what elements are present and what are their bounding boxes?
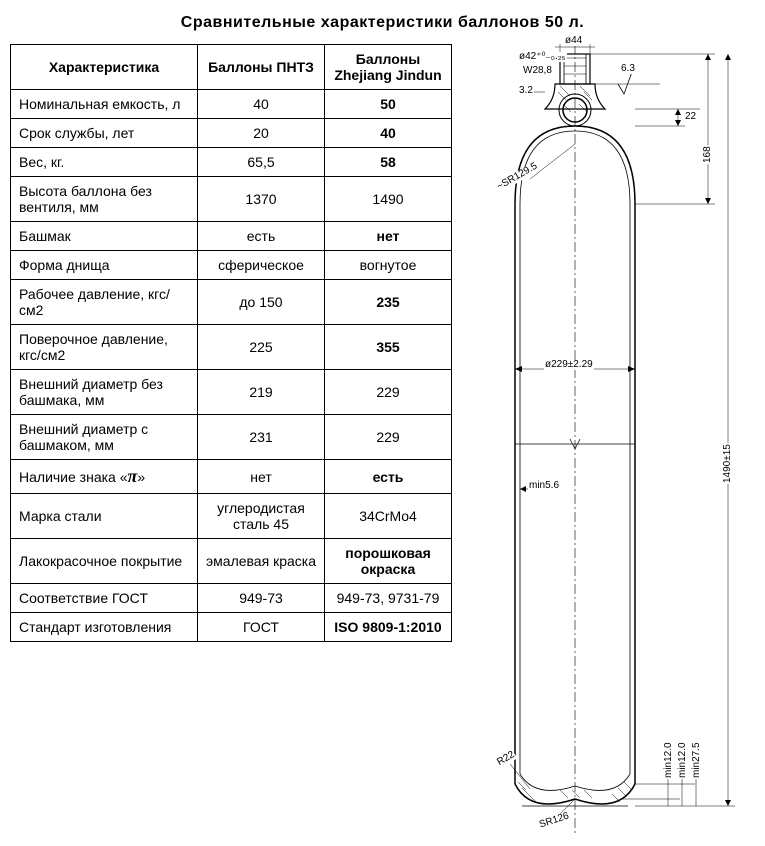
row-label: Внешний диаметр с башмаком, мм [11, 415, 198, 460]
dim-neck-outer: ø44 [564, 36, 583, 46]
dim-bmin1: min12.0 [664, 741, 674, 779]
row-label: Рабочее давление, кгс/см2 [11, 280, 198, 325]
row-label: Наличие знака «π» [11, 460, 198, 494]
row-value-pntz: 219 [198, 370, 325, 415]
row-value-jindun: порошковая окраска [325, 539, 452, 584]
spec-table: Характеристика Баллоны ПНТЗ Баллоны Zhej… [10, 44, 452, 642]
row-value-pntz: есть [198, 222, 325, 251]
row-value-pntz: 20 [198, 119, 325, 148]
table-row: Внешний диаметр с башмаком, мм231229 [11, 415, 452, 460]
row-value-pntz: 40 [198, 90, 325, 119]
table-row: Срок службы, лет2040 [11, 119, 452, 148]
row-value-jindun: 229 [325, 415, 452, 460]
row-value-pntz: эмалевая краска [198, 539, 325, 584]
table-row: Высота баллона без вентиля, мм13701490 [11, 177, 452, 222]
row-value-pntz: нет [198, 460, 325, 494]
row-label: Вес, кг. [11, 148, 198, 177]
dim-bmin3: min27.5 [692, 741, 702, 779]
row-value-pntz: до 150 [198, 280, 325, 325]
cylinder-diagram: ø44 ø42⁺⁰₋₀.₂₅ W28,8 3.2 6.3 22 168 ~SR1… [460, 44, 740, 834]
dim-bmin2: min12.0 [678, 741, 688, 779]
table-row: Наличие знака «π»нетесть [11, 460, 452, 494]
dim-surface: 6.3 [620, 64, 636, 74]
dim-wall-top: 3.2 [518, 86, 534, 96]
col-header-pntz: Баллоны ПНТЗ [198, 45, 325, 90]
row-value-jindun: 355 [325, 325, 452, 370]
row-value-pntz: сферическое [198, 251, 325, 280]
table-row: Марка сталиуглеродистая сталь 4534CrMo4 [11, 494, 452, 539]
row-value-jindun: 235 [325, 280, 452, 325]
row-value-pntz: 949-73 [198, 584, 325, 613]
row-value-pntz: углеродистая сталь 45 [198, 494, 325, 539]
col-header-characteristic: Характеристика [11, 45, 198, 90]
row-label: Соответствие ГОСТ [11, 584, 198, 613]
row-label: Поверочное давление, кгс/см2 [11, 325, 198, 370]
table-row: Поверочное давление, кгс/см2225355 [11, 325, 452, 370]
table-row: Стандарт изготовленияГОСТISO 9809-1:2010 [11, 613, 452, 642]
row-value-jindun: вогнутое [325, 251, 452, 280]
table-row: Рабочее давление, кгс/см2до 150235 [11, 280, 452, 325]
dim-168: 168 [703, 145, 713, 164]
row-value-jindun: 58 [325, 148, 452, 177]
row-value-pntz: 1370 [198, 177, 325, 222]
table-row: Форма днищасферическоевогнутое [11, 251, 452, 280]
row-value-jindun: 229 [325, 370, 452, 415]
dim-body-dia: ø229±2.29 [544, 360, 594, 370]
row-label: Номинальная емкость, л [11, 90, 198, 119]
row-value-pntz: 231 [198, 415, 325, 460]
page-title: Сравнительные характеристики баллонов 50… [10, 14, 755, 32]
row-label: Внешний диаметр без башмака, мм [11, 370, 198, 415]
table-row: Соответствие ГОСТ949-73949-73, 9731-79 [11, 584, 452, 613]
dim-thread: W28,8 [522, 66, 553, 76]
table-row: Вес, кг.65,558 [11, 148, 452, 177]
row-label: Башмак [11, 222, 198, 251]
row-value-jindun: нет [325, 222, 452, 251]
col-header-jindun: Баллоны Zhejiang Jindun [325, 45, 452, 90]
dim-wall-min: min5.6 [528, 481, 560, 491]
table-row: Лакокрасочное покрытиеэмалевая краскапор… [11, 539, 452, 584]
row-label: Лакокрасочное покрытие [11, 539, 198, 584]
row-value-jindun: 34CrMo4 [325, 494, 452, 539]
dim-neck-inner: ø42⁺⁰₋₀.₂₅ [518, 52, 567, 62]
row-value-jindun: ISO 9809-1:2010 [325, 613, 452, 642]
table-row: Внешний диаметр без башмака, мм219229 [11, 370, 452, 415]
dim-total-h: 1490±15 [723, 443, 733, 484]
row-value-jindun: 949-73, 9731-79 [325, 584, 452, 613]
row-value-jindun: 40 [325, 119, 452, 148]
row-label: Срок службы, лет [11, 119, 198, 148]
row-value-jindun: 1490 [325, 177, 452, 222]
table-row: Номинальная емкость, л4050 [11, 90, 452, 119]
row-label: Марка стали [11, 494, 198, 539]
row-value-pntz: ГОСТ [198, 613, 325, 642]
row-value-jindun: есть [325, 460, 452, 494]
layout: Характеристика Баллоны ПНТЗ Баллоны Zhej… [10, 44, 755, 834]
row-label: Высота баллона без вентиля, мм [11, 177, 198, 222]
table-row: Башмакестьнет [11, 222, 452, 251]
row-value-jindun: 50 [325, 90, 452, 119]
row-label: Стандарт изготовления [11, 613, 198, 642]
row-value-pntz: 225 [198, 325, 325, 370]
row-value-pntz: 65,5 [198, 148, 325, 177]
row-label: Форма днища [11, 251, 198, 280]
dim-22: 22 [684, 112, 697, 122]
